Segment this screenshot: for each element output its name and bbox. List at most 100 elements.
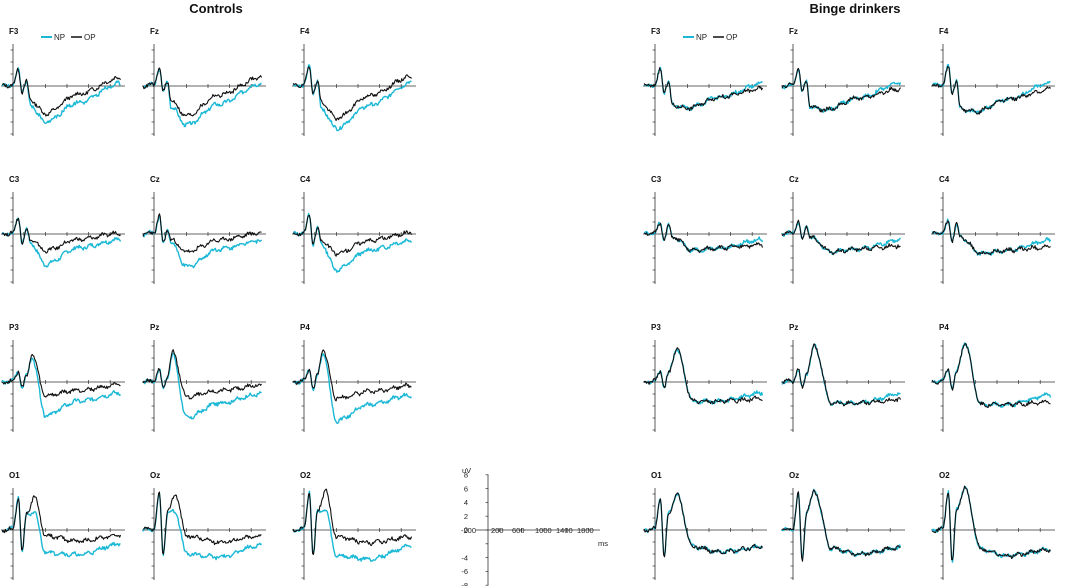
legend-label-op: OP [84, 33, 96, 42]
series-op-line [781, 219, 901, 256]
scale-x-tick-label: -200 [461, 526, 476, 535]
channel-label: P4 [939, 323, 949, 332]
panel-c4: C4 [931, 175, 1055, 284]
scale-y-tick-label: 8 [464, 471, 468, 480]
channel-label: Cz [150, 175, 160, 184]
erp-panels: F3 Fz F4 C3 Cz C4 P3 Pz P4 O1 Oz O2 F3 Fz F4 C3 Cz C4 P3 Pz… [1, 27, 1055, 580]
panel-o1: O1 [643, 471, 767, 580]
panel-p4: P4 [292, 323, 416, 432]
panel-f4: F4 [292, 27, 416, 136]
channel-label: C3 [9, 175, 20, 184]
panel-o2: O2 [931, 471, 1055, 580]
channel-label: O2 [300, 471, 311, 480]
legend-label-np: NP [54, 33, 65, 42]
panel-f4: F4 [931, 27, 1055, 136]
series-np-line [142, 352, 262, 420]
panel-pz: Pz [142, 323, 266, 432]
series-op-line [931, 65, 1051, 115]
scale-y-unit: uV [462, 466, 471, 475]
series-op-line [292, 488, 413, 556]
series-np-line [142, 214, 263, 269]
panel-cz: Cz [781, 175, 905, 284]
series-op-line [142, 213, 262, 253]
channel-label: Pz [150, 323, 159, 332]
channel-label: F4 [939, 27, 949, 36]
scale-y-tick-label: -6 [461, 567, 468, 576]
scale-y-tick-label: 0 [464, 526, 468, 535]
channel-label: F3 [9, 27, 19, 36]
panel-cz: Cz [142, 175, 266, 284]
scale-y-tick-label: 2 [464, 512, 468, 521]
channel-label: Oz [150, 471, 160, 480]
series-op-line [781, 489, 901, 562]
series-np-line [1, 357, 122, 418]
scale-y-tick-label: 4 [464, 498, 468, 507]
group-controls: F3 Fz F4 C3 Cz C4 P3 Pz P4 O1 Oz O2 [1, 27, 416, 580]
scale-bar: uV ms 8 6 4 2 0 -4 -6 -8 -200 200 600 1000 1400 1800 [461, 466, 608, 586]
scale-y-tick-label: -4 [461, 553, 468, 562]
panel-o2: O2 [292, 471, 416, 580]
series-op-line [292, 349, 412, 402]
series-np-line [643, 221, 764, 254]
scale-x-tick-label: 1000 [535, 526, 552, 535]
panel-c3: C3 [1, 175, 125, 284]
scale-x-tick-label: 600 [512, 526, 525, 535]
channel-label: Pz [789, 323, 798, 332]
scale-x-tick-label: 1400 [556, 526, 573, 535]
panel-p4: P4 [931, 323, 1055, 432]
series-op-line [1, 67, 121, 117]
panel-fz: Fz [781, 27, 905, 136]
panel-oz: Oz [142, 471, 266, 580]
series-op-line [931, 485, 1051, 561]
series-op-line [643, 492, 763, 558]
series-np-line [931, 218, 1052, 256]
channel-label: P4 [300, 323, 310, 332]
scale-x-tick-label: 200 [491, 526, 504, 535]
channel-label: O2 [939, 471, 950, 480]
channel-label: P3 [9, 323, 19, 332]
channel-label: F3 [651, 27, 661, 36]
legend-binge-drinkers: NP OP [683, 33, 738, 42]
series-np-line [292, 212, 413, 273]
panel-c3: C3 [643, 175, 767, 284]
channel-label: F4 [300, 27, 310, 36]
series-op-line [1, 217, 121, 254]
series-op-line [644, 222, 764, 254]
channel-label: Cz [789, 175, 799, 184]
group-title-controls: Controls [189, 1, 242, 16]
panel-p3: P3 [643, 323, 767, 432]
series-op-line [143, 491, 262, 555]
channel-label: Oz [789, 471, 799, 480]
series-op-line [643, 67, 763, 112]
series-op-line [292, 214, 413, 257]
panel-p3: P3 [1, 323, 125, 432]
channel-label: Fz [150, 27, 159, 36]
group-title-binge-drinkers: Binge drinkers [809, 1, 900, 16]
legend-controls: NP OP [41, 33, 96, 42]
series-op-line [781, 343, 901, 407]
panel-fz: Fz [142, 27, 266, 136]
channel-label: O1 [651, 471, 662, 480]
series-op-line [1, 495, 122, 551]
channel-label: C3 [651, 175, 662, 184]
channel-label: C4 [939, 175, 950, 184]
channel-label: O1 [9, 471, 20, 480]
scale-y-tick-label: 6 [464, 484, 468, 493]
legend-label-op: OP [726, 33, 738, 42]
channel-label: P3 [651, 323, 661, 332]
series-op-line [292, 66, 412, 122]
panel-oz: Oz [781, 471, 905, 580]
panel-f3: F3 [643, 27, 767, 136]
panel-pz: Pz [781, 323, 905, 432]
panel-f3: F3 [1, 27, 125, 136]
panel-c4: C4 [292, 175, 416, 284]
channel-label: C4 [300, 175, 311, 184]
legend-label-np: NP [696, 33, 707, 42]
series-op-line [931, 342, 1051, 409]
series-np-line [292, 353, 412, 424]
channel-label: Fz [789, 27, 798, 36]
panel-o1: O1 [1, 471, 125, 580]
series-op-line [643, 347, 763, 405]
group-binge-drinkers: F3 Fz F4 C3 Cz C4 P3 Pz P4 O1 Oz O2 [643, 27, 1055, 580]
